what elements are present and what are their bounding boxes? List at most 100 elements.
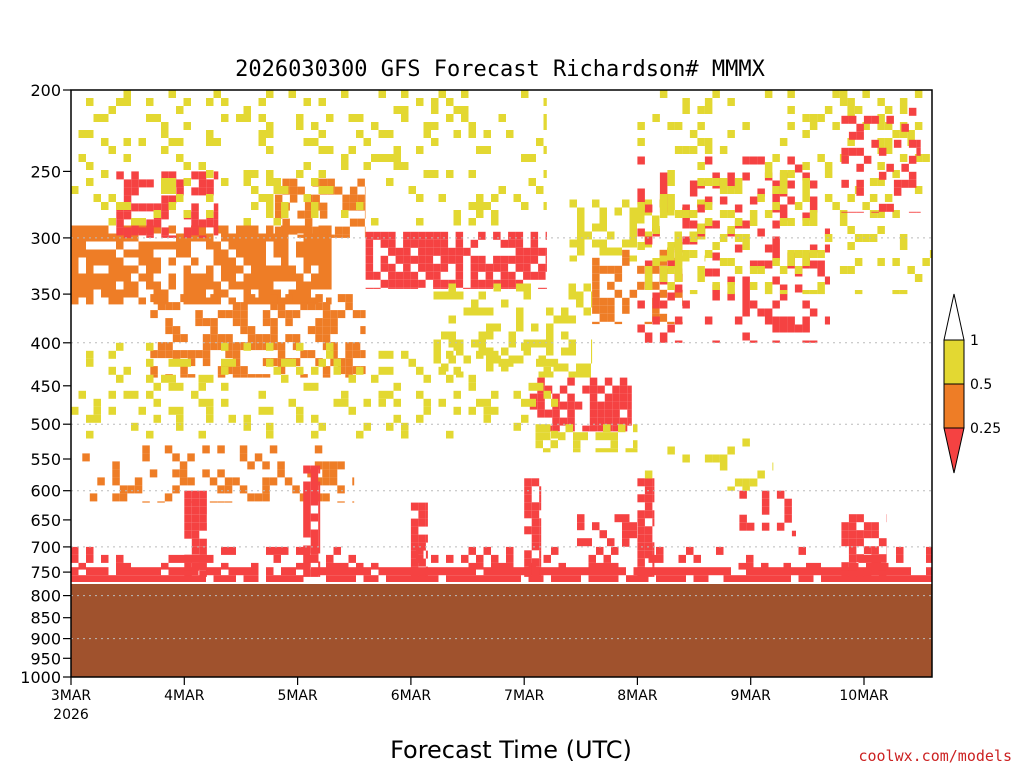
heatmap-cell [71, 281, 79, 290]
heatmap-cell [612, 385, 620, 394]
heatmap-cell [629, 255, 637, 262]
heatmap-cell [573, 448, 581, 453]
heatmap-cell [438, 567, 446, 576]
heatmap-cell [772, 324, 780, 333]
heatmap-cell [704, 454, 713, 463]
heatmap-cell [719, 462, 728, 471]
heatmap-cell [739, 490, 747, 499]
heatmap-cell [146, 265, 154, 274]
heatmap-cell [365, 255, 374, 264]
heatmap-cell [202, 445, 210, 454]
heatmap-cell [303, 297, 311, 305]
heatmap-cell [311, 554, 319, 563]
heatmap-cell [191, 530, 200, 539]
heatmap-cell [779, 178, 788, 186]
heatmap-cell [123, 567, 131, 576]
heatmap-cell [236, 567, 244, 576]
heatmap-cell [524, 478, 532, 487]
heatmap-cell [678, 567, 686, 576]
heatmap-cell [648, 554, 656, 563]
heatmap-cell [508, 239, 516, 248]
heatmap-cell [296, 342, 304, 351]
heatmap-cell [401, 567, 409, 576]
heatmap-cell [292, 358, 301, 367]
heatmap-cell [176, 575, 184, 584]
heatmap-cell [333, 567, 341, 576]
heatmap-cell [206, 219, 214, 228]
heatmap-cell [224, 485, 233, 494]
heatmap-cell [161, 241, 169, 250]
heatmap-cell [232, 350, 241, 359]
legend-swatch [943, 339, 965, 385]
heatmap-cell [206, 241, 214, 250]
heatmap-cell [187, 350, 196, 359]
heatmap-cell [93, 257, 101, 266]
heatmap-cell [551, 358, 559, 367]
heatmap-cell [485, 263, 494, 272]
heatmap-cell [138, 249, 146, 258]
heatmap-cell [232, 358, 241, 367]
heatmap-cell [712, 252, 720, 261]
heatmap-cell [470, 279, 479, 288]
heatmap-cell [633, 440, 638, 449]
heatmap-cell [108, 106, 116, 114]
heatmap-cell [749, 340, 758, 343]
heatmap-cell [483, 202, 491, 210]
heatmap-cell [311, 273, 319, 282]
heatmap-cell [667, 282, 675, 290]
heatmap-cell [191, 567, 199, 576]
heatmap-cell [198, 219, 207, 228]
heatmap-cell [311, 210, 319, 218]
heatmap-cell [161, 575, 169, 584]
heatmap-cell [531, 478, 540, 487]
heatmap-cell [869, 178, 878, 186]
heatmap-cell [288, 567, 296, 576]
heatmap-cell [326, 281, 332, 290]
heatmap-cell [863, 530, 872, 539]
heatmap-cell [863, 155, 872, 164]
heatmap-cell [644, 321, 653, 325]
heatmap-cell [783, 575, 791, 584]
heatmap-cell [478, 279, 486, 288]
heatmap-cell [738, 562, 746, 570]
heatmap-cell [629, 223, 637, 232]
heatmap-cell [697, 138, 705, 146]
heatmap-cell [142, 501, 150, 503]
heatmap-cell [727, 180, 735, 189]
heatmap-cell [161, 130, 169, 138]
heatmap-cell [599, 247, 607, 256]
heatmap-cell [802, 258, 810, 266]
heatmap-cell [886, 203, 894, 212]
heatmap-cell [491, 210, 499, 218]
heatmap-cell [742, 300, 750, 309]
heatmap-cell [787, 250, 795, 258]
heatmap-cell [543, 390, 551, 399]
heatmap-cell [516, 355, 524, 364]
heatmap-cell [183, 281, 191, 290]
heatmap-cell [433, 347, 441, 356]
heatmap-cell [500, 255, 509, 264]
heatmap-cell [667, 178, 675, 186]
heatmap-cell [213, 211, 219, 220]
heatmap-cell [901, 123, 909, 132]
heatmap-cell [71, 546, 79, 555]
heatmap-cell [486, 323, 494, 332]
heatmap-cell [749, 282, 758, 290]
heatmap-cell [433, 263, 441, 272]
heatmap-cell [523, 283, 531, 292]
heatmap-cell [228, 567, 236, 576]
heatmap-cell [892, 290, 900, 295]
heatmap-cell [393, 154, 401, 162]
heatmap-cell [378, 366, 386, 375]
heatmap-cell [146, 249, 154, 258]
heatmap-cell [318, 273, 326, 282]
heatmap-cell [168, 241, 176, 250]
heatmap-cell [418, 263, 426, 272]
heatmap-cell [809, 180, 818, 189]
heatmap-cell [493, 231, 501, 240]
heatmap-cell [326, 265, 332, 274]
heatmap-cell [659, 257, 668, 266]
heatmap-cell [86, 567, 94, 576]
heatmap-cell [622, 297, 630, 306]
heatmap-cell [108, 233, 116, 242]
